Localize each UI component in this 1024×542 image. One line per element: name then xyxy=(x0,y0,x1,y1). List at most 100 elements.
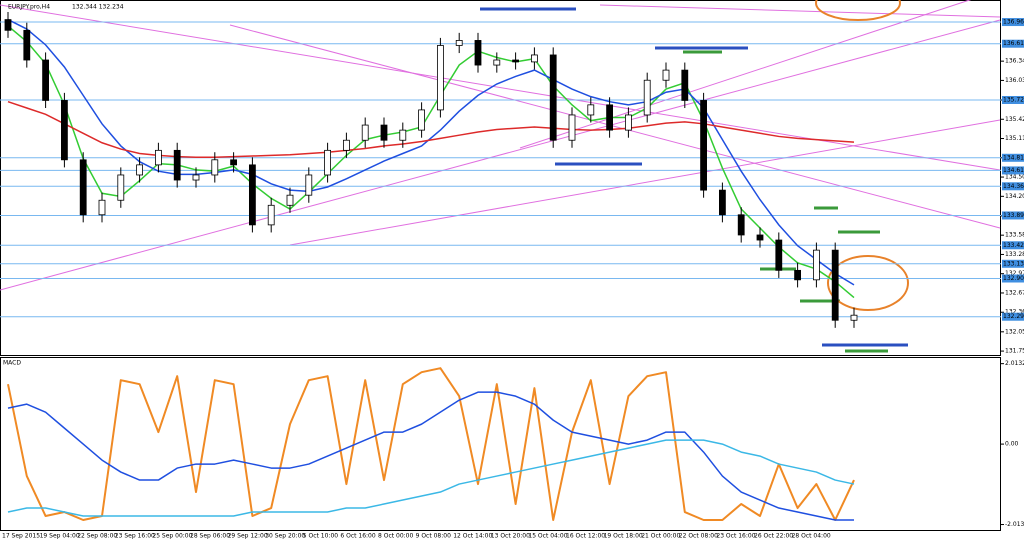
x-tick-label: 28 Oct 04:00 xyxy=(792,533,831,540)
candle-body xyxy=(42,59,49,101)
candle-body xyxy=(61,100,68,161)
candle-body xyxy=(436,45,444,111)
candle-body xyxy=(606,104,613,131)
trend-lines xyxy=(0,0,1001,291)
y-tick-label: 132.672 xyxy=(1005,289,1024,296)
candle-body xyxy=(173,149,181,181)
candle-body xyxy=(455,40,463,46)
level-label-bg xyxy=(1002,153,1024,162)
y-tick-label: -2.0132 xyxy=(1005,521,1024,528)
candle-body xyxy=(681,69,689,101)
candle-body xyxy=(775,239,783,271)
candle-body xyxy=(286,194,294,206)
level-label-bg xyxy=(1002,312,1024,321)
level-label: 132.901 xyxy=(1003,275,1024,282)
candle-body xyxy=(361,124,369,141)
y-tick-label: 134.202 xyxy=(1005,193,1024,200)
x-tick-label: 30 Sep 20:00 xyxy=(265,533,305,540)
y-tick-label: 2.0132 xyxy=(1005,360,1024,367)
chart-subtitle: 132.344 132.234 xyxy=(72,4,124,11)
moving-average xyxy=(7,18,855,286)
level-label: 133.134 xyxy=(1003,260,1024,267)
main-pane xyxy=(0,0,1001,356)
x-tick-label: 23 Oct 16:00 xyxy=(716,533,755,540)
y-tick-label: 136.342 xyxy=(1005,58,1024,65)
level-label-bg xyxy=(1002,166,1024,175)
level-label: 134.812 xyxy=(1003,154,1024,161)
x-tick-label: 5 Oct 10:00 xyxy=(303,533,338,540)
x-tick-label: 19 Oct 18:00 xyxy=(604,533,643,540)
candle-body xyxy=(380,124,388,141)
candle-body xyxy=(305,174,313,196)
candle-body xyxy=(813,249,820,281)
candle-body xyxy=(587,104,595,116)
x-tick-label: 28 Sep 06:00 xyxy=(190,533,230,540)
y-tick-label: 131.752 xyxy=(1005,348,1024,355)
candle-body xyxy=(625,114,632,131)
x-tick-label: 6 Oct 16:00 xyxy=(340,533,375,540)
candle-body xyxy=(512,59,519,63)
moving-average xyxy=(7,25,855,299)
candle-body xyxy=(399,129,407,141)
level-label: 133.899 xyxy=(1003,212,1024,219)
level-label: 132.296 xyxy=(1003,313,1024,320)
level-label: 133.427 xyxy=(1003,242,1024,249)
macd-pane xyxy=(0,357,1001,531)
level-label: 136.961 xyxy=(1003,19,1024,26)
y-tick-label: 133.282 xyxy=(1005,251,1024,258)
candle-body xyxy=(549,54,557,141)
candle-body xyxy=(4,19,12,31)
candle-body xyxy=(136,164,144,176)
candle-body xyxy=(643,79,651,116)
candle-body xyxy=(737,214,745,236)
macd-title: MACD xyxy=(3,360,21,367)
x-tick-label: 22 Oct 08:00 xyxy=(679,533,718,540)
candle-body xyxy=(493,59,501,66)
candle-body xyxy=(79,159,87,216)
indicator-line xyxy=(7,391,854,521)
level-label: 134.612 xyxy=(1003,167,1024,174)
candle-body xyxy=(98,199,106,216)
candle-body xyxy=(192,174,200,181)
candle-body xyxy=(211,159,219,176)
level-label-bg xyxy=(1002,241,1024,250)
candle-body xyxy=(700,100,707,191)
candle-body xyxy=(850,314,858,321)
level-label-bg xyxy=(1002,274,1024,283)
y-tick-label: 133.587 xyxy=(1005,232,1024,239)
x-tick-label: 9 Oct 08:00 xyxy=(416,533,451,540)
level-label-bg xyxy=(1002,18,1024,27)
candle-body xyxy=(230,159,238,166)
x-tick-label: 26 Oct 22:00 xyxy=(754,533,793,540)
level-label-bg xyxy=(1002,39,1024,48)
level-label: 136.618 xyxy=(1003,40,1024,47)
x-tick-label: 23 Sep 16:00 xyxy=(115,533,155,540)
y-tick-label: 132.057 xyxy=(1005,328,1024,335)
y-tick-label: 135.117 xyxy=(1005,135,1024,142)
candle-body xyxy=(531,54,538,63)
y-tick-label: 134.507 xyxy=(1005,174,1024,181)
candle-body xyxy=(719,189,726,216)
moving-average xyxy=(7,100,855,159)
x-tick-label: 16 Oct 12:00 xyxy=(566,533,605,540)
candle-body xyxy=(342,139,350,151)
level-label-bg xyxy=(1002,259,1024,268)
candle-body xyxy=(756,234,764,241)
candle-body xyxy=(662,69,670,81)
y-tick-label: 132.977 xyxy=(1005,270,1024,277)
level-label: 134.361 xyxy=(1003,183,1024,190)
candle-body xyxy=(154,149,162,166)
level-label-bg xyxy=(1002,182,1024,191)
x-tick-label: 19 Sep 04:00 xyxy=(40,533,80,540)
indicator-line xyxy=(7,439,855,517)
x-tick-label: 15 Oct 04:00 xyxy=(528,533,567,540)
x-tick-label: 8 Oct 00:00 xyxy=(378,533,413,540)
y-tick-label: 0.00 xyxy=(1005,441,1019,448)
x-tick-label: 29 Sep 12:00 xyxy=(228,533,268,540)
level-label-bg xyxy=(1002,95,1024,104)
candle-body xyxy=(267,204,275,226)
x-tick-label: 17 Sep 2015 xyxy=(2,533,40,540)
x-tick-label: 25 Sep 00:00 xyxy=(152,533,192,540)
chart-title: EURJPY.pro,H4 xyxy=(8,4,50,11)
